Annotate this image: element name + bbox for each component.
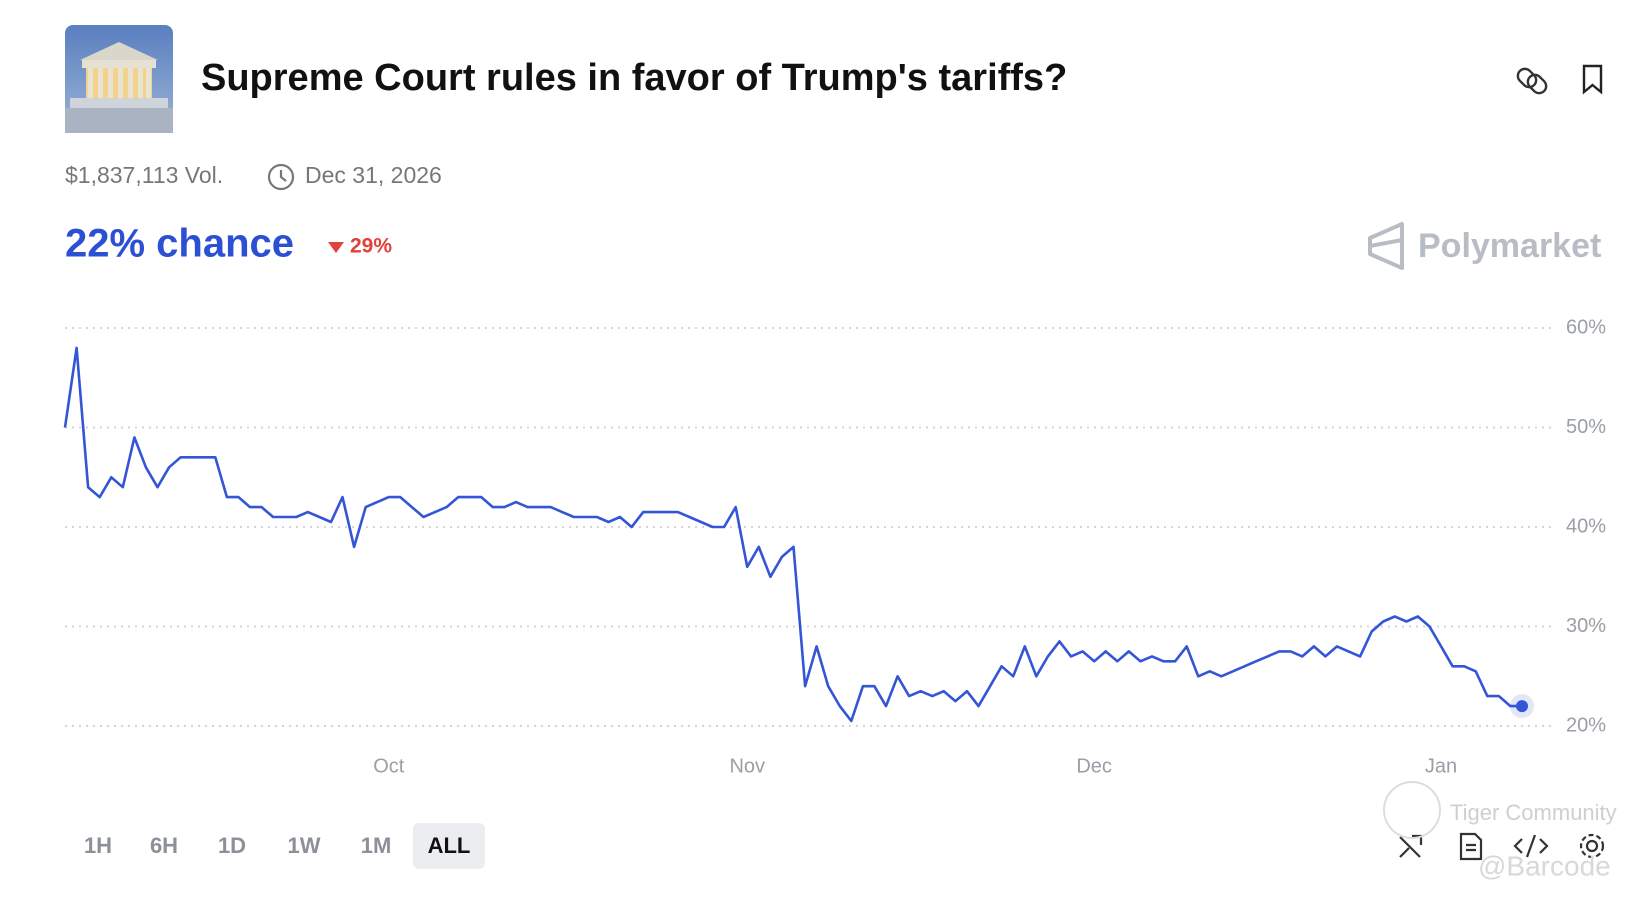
range-button[interactable]: 1W (288, 833, 321, 858)
y-tick-label: 50% (1566, 416, 1606, 438)
range-button[interactable]: 1H (84, 833, 112, 858)
watermark: @Barcode (1478, 850, 1611, 881)
down-arrow (328, 242, 344, 253)
code-icon[interactable] (1513, 834, 1549, 858)
settings-icon[interactable] (1579, 833, 1605, 859)
y-tick-label: 40% (1566, 515, 1606, 537)
range-button-bg (413, 823, 485, 869)
range-button[interactable]: ALL (428, 833, 471, 858)
y-tick-label: 30% (1566, 615, 1606, 637)
range-button[interactable]: 6H (150, 833, 178, 858)
end-date: Dec 31, 2026 (305, 162, 442, 188)
doc-icon[interactable] (1459, 832, 1483, 861)
brand-name: Polymarket (1418, 227, 1601, 265)
chance-change: 29% (350, 235, 392, 258)
watermark: Tiger Community (1450, 800, 1617, 825)
range-button[interactable]: 1M (361, 833, 392, 858)
range-button[interactable]: 1D (218, 833, 246, 858)
range-buttons: 1H 6H 1D 1W 1M ALL (84, 823, 485, 869)
clock-icon (267, 163, 295, 191)
last-point (1516, 700, 1528, 713)
brand-logo (1368, 222, 1404, 270)
bookmark-icon[interactable] (1582, 64, 1603, 95)
market-image (65, 25, 173, 133)
y-tick-label: 20% (1566, 714, 1606, 736)
price-line (63, 346, 1522, 723)
chance: 22% chance (65, 222, 294, 266)
market-title: Supreme Court rules in favor of Trump's … (201, 57, 1067, 99)
x-tick-label: Dec (1076, 755, 1112, 777)
x-tick-label: Nov (729, 755, 765, 777)
link-icon[interactable] (1515, 66, 1549, 96)
x-tick-label: Oct (373, 755, 405, 777)
tool-icons (1399, 832, 1605, 861)
watermark-logo (1383, 781, 1441, 839)
x-tick-label: Jan (1425, 755, 1457, 777)
price-chart: 20% 30% 40% 50% 60% Oct Nov Dec Jan (63, 316, 1606, 777)
y-tick-label: 60% (1566, 316, 1606, 338)
shuffle-icon[interactable] (1399, 834, 1423, 858)
volume: $1,837,113 Vol. (65, 162, 223, 188)
